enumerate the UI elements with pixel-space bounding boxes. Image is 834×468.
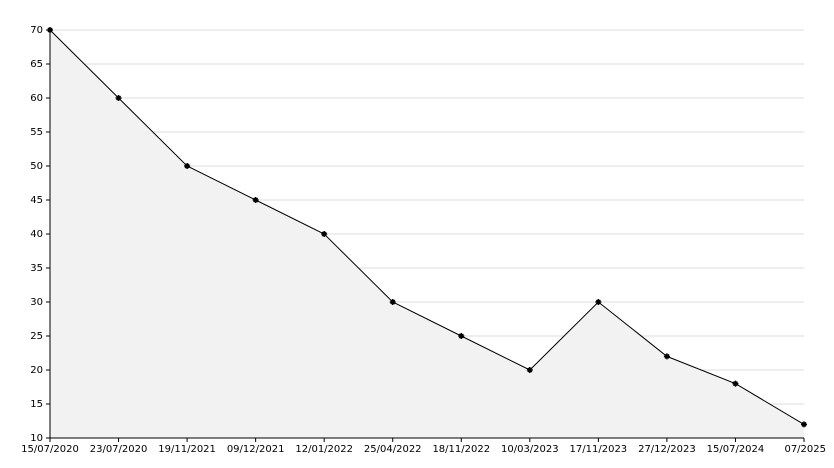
y-tick-label: 10 (30, 433, 43, 444)
marker (389, 299, 396, 305)
y-tick-label: 50 (30, 161, 43, 172)
y-tick-label: 60 (30, 93, 43, 104)
x-tick-label: 17/11/2023 (570, 444, 628, 455)
x-tick-label: 15/07/2024 (707, 444, 765, 455)
x-tick-label: 25/04/2022 (364, 444, 422, 455)
y-tick-label: 45 (30, 195, 43, 206)
y-tick-label: 55 (30, 127, 43, 138)
x-tick-label: 15/07/2020 (21, 444, 79, 455)
x-tick-label: 07/2025 (784, 444, 826, 455)
x-tick-label: 23/07/2020 (90, 444, 148, 455)
y-tick-label: 40 (30, 229, 43, 240)
x-tick-label: 19/11/2021 (158, 444, 216, 455)
x-tick-label: 09/12/2021 (227, 444, 285, 455)
marker (526, 367, 533, 373)
x-tick-label: 18/11/2022 (432, 444, 490, 455)
y-tick-label: 20 (30, 365, 43, 376)
marker (47, 27, 53, 33)
marker (732, 380, 739, 387)
marker (252, 197, 259, 203)
y-tick-label: 15 (30, 399, 43, 410)
y-tick-label: 25 (30, 331, 43, 342)
y-tick-label: 35 (30, 263, 43, 274)
area (50, 30, 804, 438)
marker (184, 163, 191, 169)
marker (595, 299, 602, 305)
x-tick-label: 27/12/2023 (638, 444, 696, 455)
marker (115, 95, 122, 101)
marker (458, 333, 465, 339)
marker (801, 421, 807, 428)
line (49, 29, 805, 425)
marker (663, 353, 670, 360)
y-tick-label: 70 (30, 25, 43, 36)
y-tick-label: 65 (30, 59, 43, 70)
y-tick-label: 30 (30, 297, 43, 308)
x-tick-label: 10/03/2023 (501, 444, 559, 455)
x-tick-label: 12/01/2022 (295, 444, 353, 455)
marker (321, 231, 328, 237)
